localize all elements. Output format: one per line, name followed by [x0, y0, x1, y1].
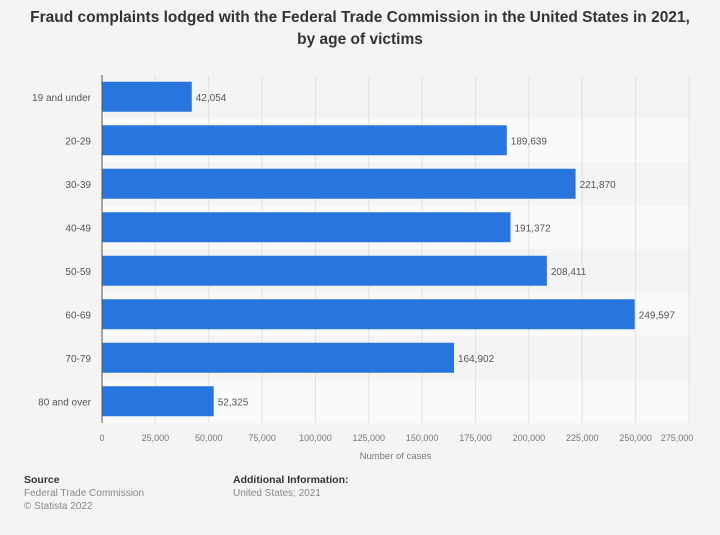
- category-label: 40-49: [65, 223, 91, 234]
- source-block: Source Federal Trade Commission © Statis…: [24, 474, 144, 513]
- data-label: 208,411: [551, 267, 587, 278]
- x-tick-label: 125,000: [353, 433, 386, 443]
- source-line: Federal Trade Commission: [24, 488, 145, 499]
- x-tick-label: 200,000: [513, 433, 546, 443]
- x-tick-label: 175,000: [459, 433, 492, 443]
- bar: [102, 125, 507, 156]
- x-tick-label: 75,000: [248, 433, 276, 443]
- x-tick-label: 100,000: [299, 433, 332, 443]
- data-label: 191,372: [514, 223, 551, 234]
- additional-info-block: Additional Information: United States; 2…: [233, 474, 349, 500]
- x-tick-label: 250,000: [619, 433, 652, 443]
- x-tick-label: 225,000: [566, 433, 599, 443]
- category-label: 80 and over: [38, 397, 91, 408]
- data-label: 189,639: [511, 136, 548, 147]
- data-label: 52,325: [218, 397, 249, 408]
- x-axis-title: Number of cases: [360, 451, 432, 462]
- category-label: 19 and under: [32, 93, 92, 104]
- bar: [102, 386, 214, 417]
- bar-chart: 0 25,000 50,000 75,000 100,000 125,000 150,000…: [32, 75, 694, 462]
- data-label: 249,597: [639, 310, 676, 321]
- bar: [102, 212, 511, 243]
- data-label: 221,870: [580, 180, 617, 191]
- bar: [102, 342, 454, 373]
- x-tick-label: 150,000: [406, 433, 439, 443]
- x-tick-label: 275,000: [661, 433, 694, 443]
- category-label: 70-79: [65, 354, 91, 365]
- info-line: United States; 2021: [233, 488, 321, 499]
- category-label: 30-39: [65, 180, 91, 191]
- category-label: 50-59: [65, 267, 91, 278]
- x-tick-label: 50,000: [195, 433, 223, 443]
- chart-title: Fraud complaints lodged with the Federal…: [30, 9, 690, 48]
- copyright-line: © Statista 2022: [24, 501, 93, 512]
- data-label: 42,054: [196, 93, 227, 104]
- bar: [102, 255, 547, 286]
- info-heading: Additional Information:: [233, 474, 349, 486]
- bar: [102, 81, 192, 112]
- category-label: 60-69: [65, 310, 91, 321]
- x-tick-label: 0: [99, 433, 104, 443]
- source-heading: Source: [24, 474, 60, 486]
- category-label: 20-29: [65, 136, 91, 147]
- data-label: 164,902: [458, 354, 495, 365]
- bar: [102, 168, 576, 199]
- bar: [102, 299, 635, 330]
- x-tick-label: 25,000: [142, 433, 170, 443]
